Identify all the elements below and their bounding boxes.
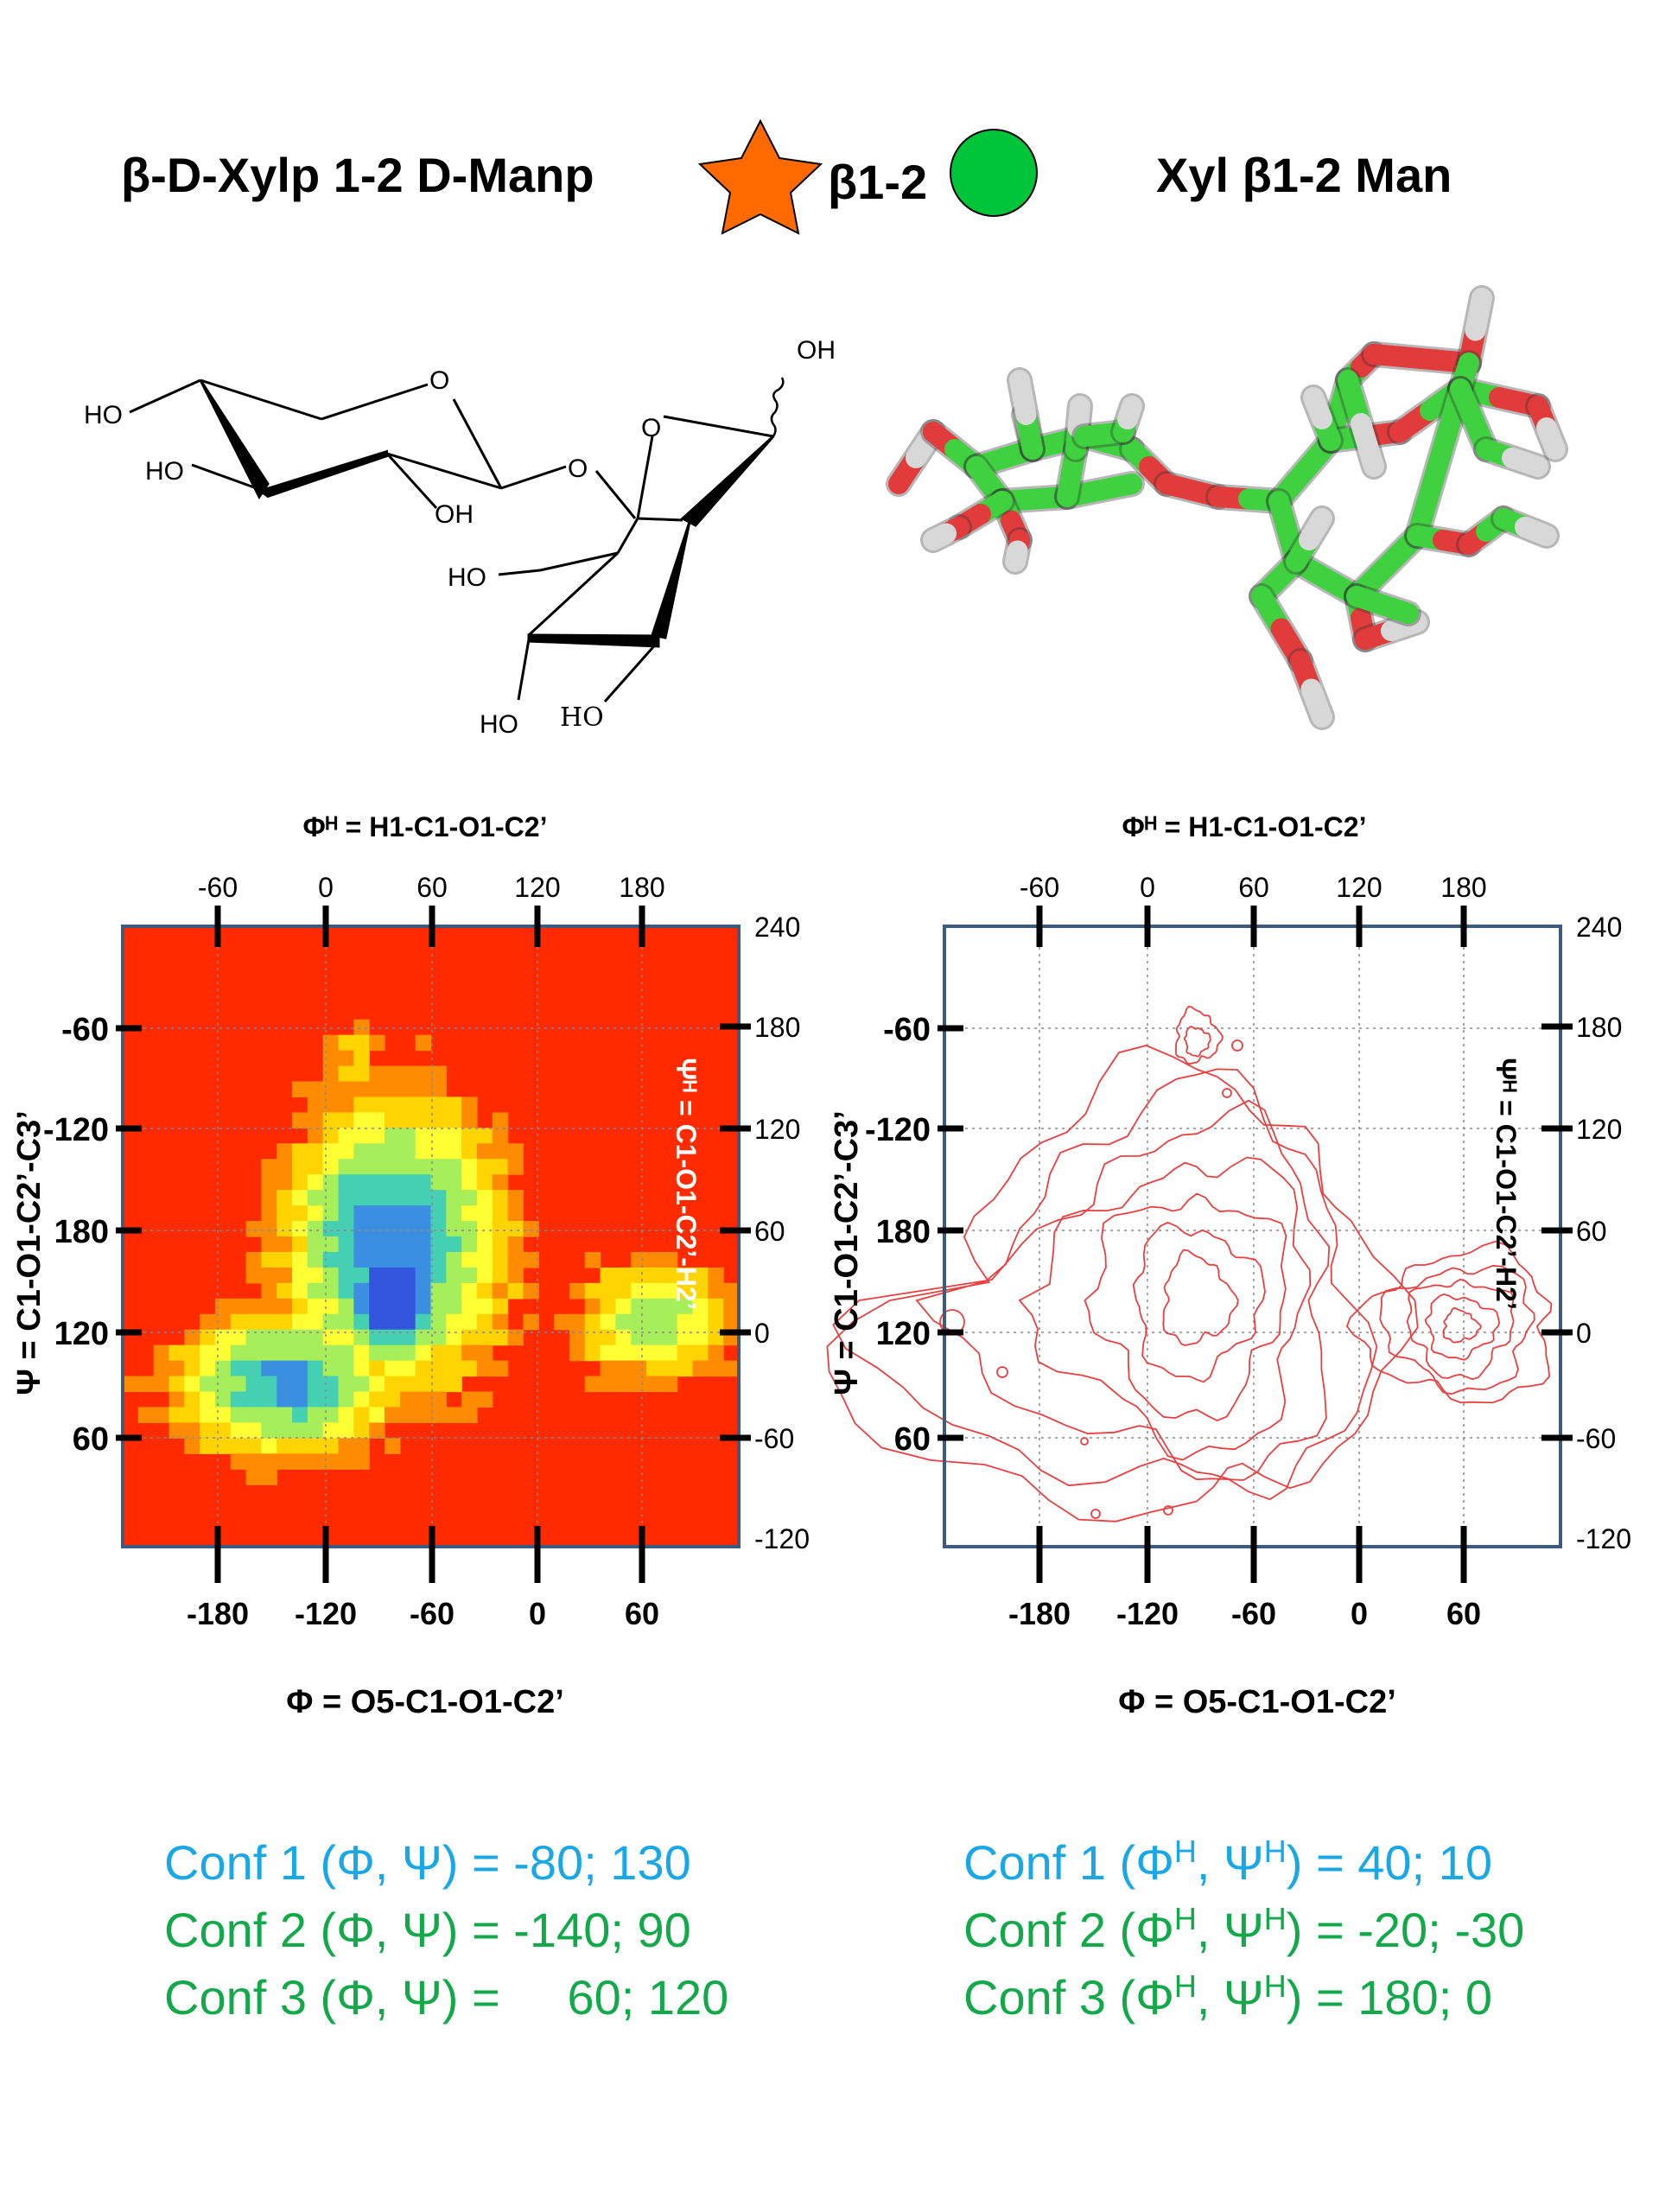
conf-right-3: Conf 3 (ΦH, ΨH) = 180; 0 (963, 1968, 1492, 2025)
right-tick-label: 0 (1576, 1318, 1592, 1349)
heatmap-axes: -60 0 60 120 180 -180 -120 -60 0 60 -60 -120 180 120 6… (43, 872, 810, 1631)
bottom-tick-label: -120 (295, 1596, 357, 1631)
label-ring-o1: O (429, 366, 449, 395)
label-ho-right: HO (560, 702, 604, 733)
contour-right-axis-title: Ψᴴ = C1-O1-C2’-H2’ (1491, 1058, 1522, 1309)
conformations-left: Conf 1 (Φ, Ψ) = -80; 130 Conf 2 (Φ, Ψ) =… (164, 1835, 728, 2024)
top-tick-label: 180 (1440, 872, 1486, 903)
right-tick-label: -120 (754, 1523, 810, 1554)
label-link-o: O (568, 454, 588, 483)
contour-top-axis-title: Φᴴ = H1-C1-O1-C2’ (1122, 811, 1367, 842)
right-tick-label: 240 (1576, 912, 1622, 943)
top-tick-label: 0 (318, 872, 334, 903)
structure-labels: HO HO OH O O O OH HO HO HO (84, 336, 836, 739)
left-tick-label: 60 (73, 1421, 109, 1458)
right-tick-label: 60 (1576, 1216, 1607, 1247)
top-tick-label: 120 (1336, 872, 1382, 903)
stick-model-3d (886, 285, 1568, 730)
label-ring-o2: O (641, 414, 661, 442)
xylose-star-icon (697, 118, 823, 235)
right-tick-label: 180 (754, 1012, 800, 1043)
label-ho-top: HO (84, 401, 123, 429)
label-oh-anomeric: OH (797, 336, 836, 365)
contour-plot: -60 0 60 120 180 -180 -120 -60 0 60 -60 -120 180 120 6… (826, 811, 1631, 1720)
bottom-tick-label: 0 (529, 1596, 546, 1631)
right-tick-label: -120 (1576, 1523, 1631, 1554)
contour-bottom-axis-title: Φ = O5-C1-O1-C2’ (1118, 1684, 1396, 1720)
conf-left-2: Conf 2 (Φ, Ψ) = -140; 90 (164, 1903, 691, 1957)
top-tick-label: -60 (198, 872, 238, 903)
top-tick-label: 120 (514, 872, 560, 903)
bottom-tick-label: 60 (1446, 1596, 1481, 1631)
label-ho-mid: HO (145, 457, 184, 486)
right-tick-label: 60 (754, 1216, 785, 1247)
left-tick-label: 180 (876, 1214, 931, 1250)
bottom-tick-label: 60 (625, 1596, 659, 1631)
right-tick-label: 180 (1576, 1012, 1622, 1043)
left-tick-label: -120 (865, 1112, 931, 1148)
chemical-structure (129, 377, 785, 702)
bottom-tick-label: -60 (1231, 1596, 1276, 1631)
left-tick-label: -60 (883, 1012, 931, 1048)
conf-left-1: Conf 1 (Φ, Ψ) = -80; 130 (164, 1835, 691, 1890)
heatmap-left-axis-title: Ψ = C1-O1-C2’-C3’ (11, 1110, 48, 1395)
left-tick-label: -120 (43, 1112, 109, 1148)
right-tick-label: 240 (754, 912, 800, 943)
heatmap-top-axis-title: Φᴴ = H1-C1-O1-C2’ (303, 811, 548, 842)
top-tick-label: 60 (1238, 872, 1269, 903)
bottom-tick-label: 0 (1351, 1596, 1368, 1631)
right-tick-label: 120 (754, 1114, 800, 1145)
top-tick-label: 180 (619, 872, 664, 903)
bottom-tick-label: -180 (187, 1596, 249, 1631)
contour-gridlines (944, 926, 1560, 1547)
left-compound-name: β-D-Xylp 1-2 D-Manp (121, 148, 594, 202)
contour-axes: -60 0 60 120 180 -180 -120 -60 0 60 -60 -120 180 120 6… (865, 872, 1631, 1631)
right-tick-label: 0 (754, 1318, 770, 1349)
heatmap-plot: -60 0 60 120 180 -180 -120 -60 0 60 -60 -120 180 120 6… (11, 811, 810, 1720)
right-tick-label: -60 (1576, 1423, 1616, 1454)
bottom-tick-label: -180 (1008, 1596, 1071, 1631)
header: β-D-Xylp 1-2 D-Manp β1-2 Xyl β1-2 Man (121, 118, 1452, 235)
right-tick-label: -60 (754, 1423, 794, 1454)
heatmap-cells (123, 926, 740, 1547)
bottom-tick-label: -120 (1116, 1596, 1179, 1631)
label-oh-bottom: OH (435, 500, 474, 529)
bottom-tick-label: -60 (410, 1596, 454, 1631)
conf-right-1: Conf 1 (ΦH, ΨH) = 40; 10 (963, 1834, 1492, 1891)
left-tick-label: 180 (54, 1214, 109, 1250)
left-tick-label: -60 (61, 1012, 109, 1048)
contour-lines (826, 1006, 1553, 1522)
left-tick-label: 120 (876, 1316, 931, 1352)
top-tick-label: 60 (416, 872, 448, 903)
contour-frame (943, 925, 1562, 1548)
left-tick-label: 60 (894, 1421, 931, 1458)
mannose-circle-icon (950, 129, 1038, 217)
top-tick-label: 0 (1140, 872, 1155, 903)
right-compound-name: Xyl β1-2 Man (1156, 148, 1452, 202)
label-ho-left: HO (480, 710, 518, 739)
linkage-label: β1-2 (828, 155, 927, 209)
heatmap-gridlines (123, 926, 739, 1547)
right-tick-label: 120 (1576, 1114, 1622, 1145)
conformations-right: Conf 1 (ΦH, ΨH) = 40; 10 Conf 2 (ΦH, ΨH) … (963, 1834, 1524, 2025)
heatmap-bottom-axis-title: Φ = O5-C1-O1-C2’ (286, 1684, 564, 1720)
top-tick-label: -60 (1020, 872, 1059, 903)
label-ho-c6: HO (448, 563, 486, 592)
contour-left-axis-title: Ψ = C1-O1-C2’-C3’ (829, 1110, 865, 1395)
left-tick-label: 120 (54, 1316, 109, 1352)
conf-left-3: Conf 3 (Φ, Ψ) = 60; 120 (164, 1970, 728, 2024)
conf-right-2: Conf 2 (ΦH, ΨH) = -20; -30 (963, 1901, 1524, 1958)
heatmap-right-axis-title: Ψᴴ = C1-O1-C2’-H2’ (671, 1058, 702, 1309)
